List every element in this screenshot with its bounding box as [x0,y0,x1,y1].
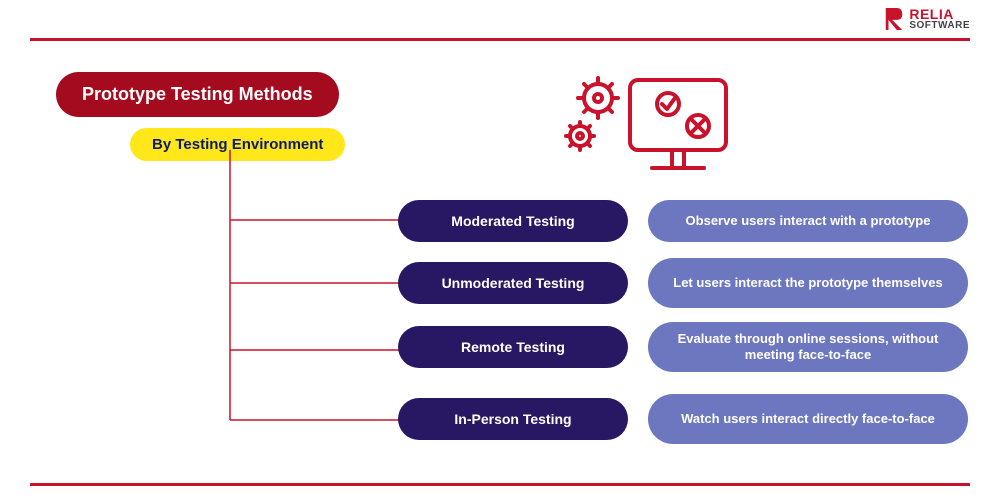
logo: RELIA SOFTWARE [883,6,970,32]
method-label: Remote Testing [461,339,565,355]
desc-pill-unmoderated: Let users interact the prototype themsel… [648,258,968,308]
top-rule [30,38,970,41]
method-label: Moderated Testing [451,213,574,229]
logo-word2: SOFTWARE [909,21,970,30]
desc-text: Watch users interact directly face-to-fa… [681,411,935,427]
desc-text: Let users interact the prototype themsel… [673,275,942,291]
method-pill-remote: Remote Testing [398,326,628,368]
desc-pill-remote: Evaluate through online sessions, withou… [648,322,968,372]
logo-mark-icon [883,6,905,32]
title-pill: Prototype Testing Methods [56,72,339,117]
tree-connector [220,150,400,470]
title-text: Prototype Testing Methods [82,84,313,104]
method-pill-moderated: Moderated Testing [398,200,628,242]
method-pill-inperson: In-Person Testing [398,398,628,440]
desc-pill-moderated: Observe users interact with a prototype [648,200,968,242]
hero-monitor-icon [560,64,740,194]
subtitle-pill: By Testing Environment [130,128,345,161]
method-label: In-Person Testing [454,411,571,427]
logo-word1: RELIA [909,8,970,21]
desc-pill-inperson: Watch users interact directly face-to-fa… [648,394,968,444]
method-pill-unmoderated: Unmoderated Testing [398,262,628,304]
subtitle-text: By Testing Environment [152,136,323,153]
bottom-rule [30,483,970,486]
desc-text: Evaluate through online sessions, withou… [666,331,950,362]
method-label: Unmoderated Testing [442,275,585,291]
desc-text: Observe users interact with a prototype [686,213,931,229]
